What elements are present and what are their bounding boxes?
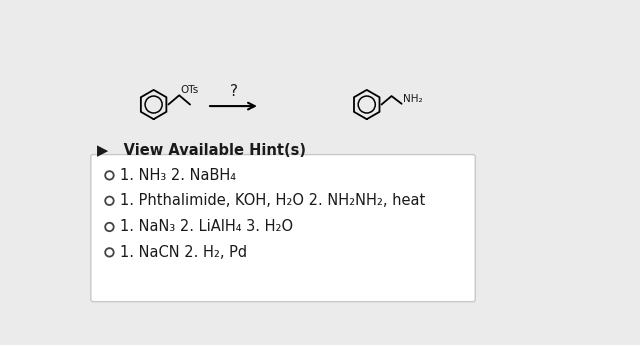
Text: OTs: OTs [180, 85, 199, 95]
Text: ▶   View Available Hint(s): ▶ View Available Hint(s) [97, 143, 306, 158]
Text: 1. Phthalimide, KOH, H₂O 2. NH₂NH₂, heat: 1. Phthalimide, KOH, H₂O 2. NH₂NH₂, heat [120, 193, 426, 208]
Text: NH₂: NH₂ [403, 94, 423, 104]
Text: 1. NaN₃ 2. LiAlH₄ 3. H₂O: 1. NaN₃ 2. LiAlH₄ 3. H₂O [120, 219, 293, 235]
FancyBboxPatch shape [91, 155, 476, 302]
Text: 1. NH₃ 2. NaBH₄: 1. NH₃ 2. NaBH₄ [120, 168, 236, 183]
Text: 1. NaCN 2. H₂, Pd: 1. NaCN 2. H₂, Pd [120, 245, 248, 260]
Text: ?: ? [230, 84, 237, 99]
